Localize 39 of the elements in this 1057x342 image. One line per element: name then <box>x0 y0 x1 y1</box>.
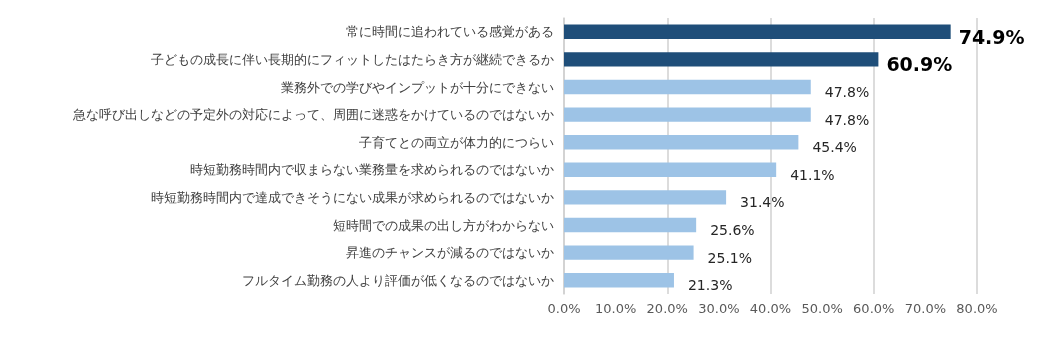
x-tick-label: 0.0% <box>547 301 581 316</box>
x-tick-label: 60.0% <box>853 301 895 316</box>
y-tick-label: 短時間での成果の出し方がわからない <box>333 217 554 233</box>
data-label: 25.6% <box>710 222 755 238</box>
bar <box>564 107 811 122</box>
y-tick-label: 時短勤務時間内で達成できそうにない成果が求められるのではないか <box>151 189 554 205</box>
y-tick-label: フルタイム勤務の人より評価が低くなるのではないか <box>242 272 554 288</box>
x-tick-label: 80.0% <box>956 301 998 316</box>
bar <box>564 190 727 205</box>
bar <box>564 24 951 39</box>
x-tick-label: 10.0% <box>594 301 637 316</box>
data-label: 74.9% <box>958 25 1025 48</box>
y-tick-label: 子どもの成長に伴い長期的にフィットしたはたらき方が継続できるか <box>151 51 554 67</box>
data-label: 45.4% <box>812 139 857 156</box>
bar <box>564 79 811 95</box>
data-label: 31.4% <box>740 194 785 211</box>
bar <box>564 217 697 233</box>
y-tick-label: 急な呼び出しなどの予定外の対応によって、周囲に迷惑をかけているのではないか <box>72 107 554 123</box>
bar <box>564 245 694 260</box>
y-tick-label: 子育てとの両立が体力的につらい <box>359 134 554 150</box>
data-label: 60.9% <box>886 53 953 76</box>
data-label: 41.1% <box>790 166 835 183</box>
bar <box>564 162 777 177</box>
data-label: 47.8% <box>824 111 870 128</box>
x-tick-label: 30.0% <box>698 301 740 316</box>
y-tick-label: 昇進のチャンスが減るのではないか <box>346 245 554 261</box>
y-tick-label: 常に時間に追われている感覚がある <box>346 24 554 40</box>
x-tick-label: 40.0% <box>749 301 792 316</box>
bar <box>564 52 879 67</box>
data-label: 47.8% <box>824 84 870 100</box>
x-tick-label: 20.0% <box>646 301 688 316</box>
x-tick-label: 50.0% <box>801 301 843 316</box>
data-label: 21.3% <box>687 277 733 294</box>
data-label: 25.1% <box>707 249 753 266</box>
y-tick-label: 時短勤務時間内で収まらない業務量を求められるのではないか <box>190 162 554 178</box>
x-tick-label: 70.0% <box>904 301 947 316</box>
bar <box>564 273 674 288</box>
bar <box>564 135 799 150</box>
y-tick-label: 業務外での学びやインプットが十分にできない <box>281 79 554 95</box>
